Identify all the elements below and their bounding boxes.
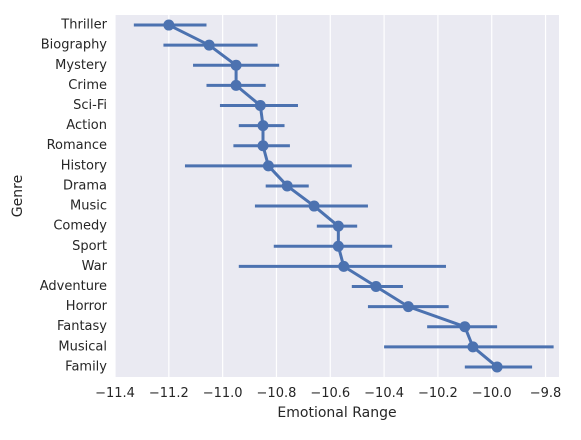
y-tick-label: Romance [47,138,107,153]
y-tick-label: Horror [66,299,108,314]
data-point [332,220,344,232]
data-point [459,321,471,333]
y-tick-labels: Thriller Biography Mystery Crime Sci-Fi Actio… [40,18,108,375]
data-point [308,200,320,212]
data-point [203,39,215,51]
y-tick-label: History [61,158,108,173]
data-point [262,160,274,172]
data-points [163,19,503,373]
grid-lines [114,15,547,377]
x-tick-label: −11.0 [203,386,243,401]
data-point [257,120,269,132]
data-point [338,260,350,272]
y-axis-title: Genre [10,175,26,217]
x-tick-label: −11.4 [95,386,135,401]
x-tick-label: −10.2 [418,386,458,401]
y-tick-label: Sport [72,239,107,254]
y-tick-label: Music [70,199,107,214]
y-tick-label: Comedy [53,219,107,234]
data-point [230,79,242,91]
data-point [467,341,479,353]
x-tick-label: −10.0 [472,386,512,401]
y-tick-label: Biography [41,38,108,53]
y-tick-label: Action [66,118,107,133]
y-tick-label: War [82,259,108,274]
y-tick-label: Sci-Fi [73,98,107,113]
y-tick-label: Fantasy [57,319,107,334]
data-point [163,19,175,31]
x-tick-label: −11.2 [149,386,189,401]
y-tick-label: Family [65,359,107,374]
x-tick-labels: −11.4 −11.2 −11.0 −10.8 −10.6 −10.4 −10.2 −10.0… [95,386,561,401]
y-tick-label: Mystery [55,58,107,73]
y-tick-label: Thriller [60,18,107,33]
plot-background [115,15,559,377]
x-tick-label: −10.6 [310,386,350,401]
y-tick-label: Drama [63,178,107,193]
x-axis-title: Emotional Range [277,405,396,421]
y-tick-label: Musical [58,339,107,354]
data-point [332,240,344,252]
data-point [370,281,382,292]
data-point [281,180,293,192]
x-tick-label: −10.4 [364,386,404,401]
y-tick-label: Adventure [40,279,107,294]
data-point [230,59,242,71]
data-point [402,301,414,313]
data-point [491,361,503,373]
data-point [254,100,266,111]
x-tick-label: −10.8 [257,386,297,401]
data-point [257,140,269,152]
x-tick-label: −9.8 [530,386,562,401]
y-tick-label: Crime [68,78,107,93]
